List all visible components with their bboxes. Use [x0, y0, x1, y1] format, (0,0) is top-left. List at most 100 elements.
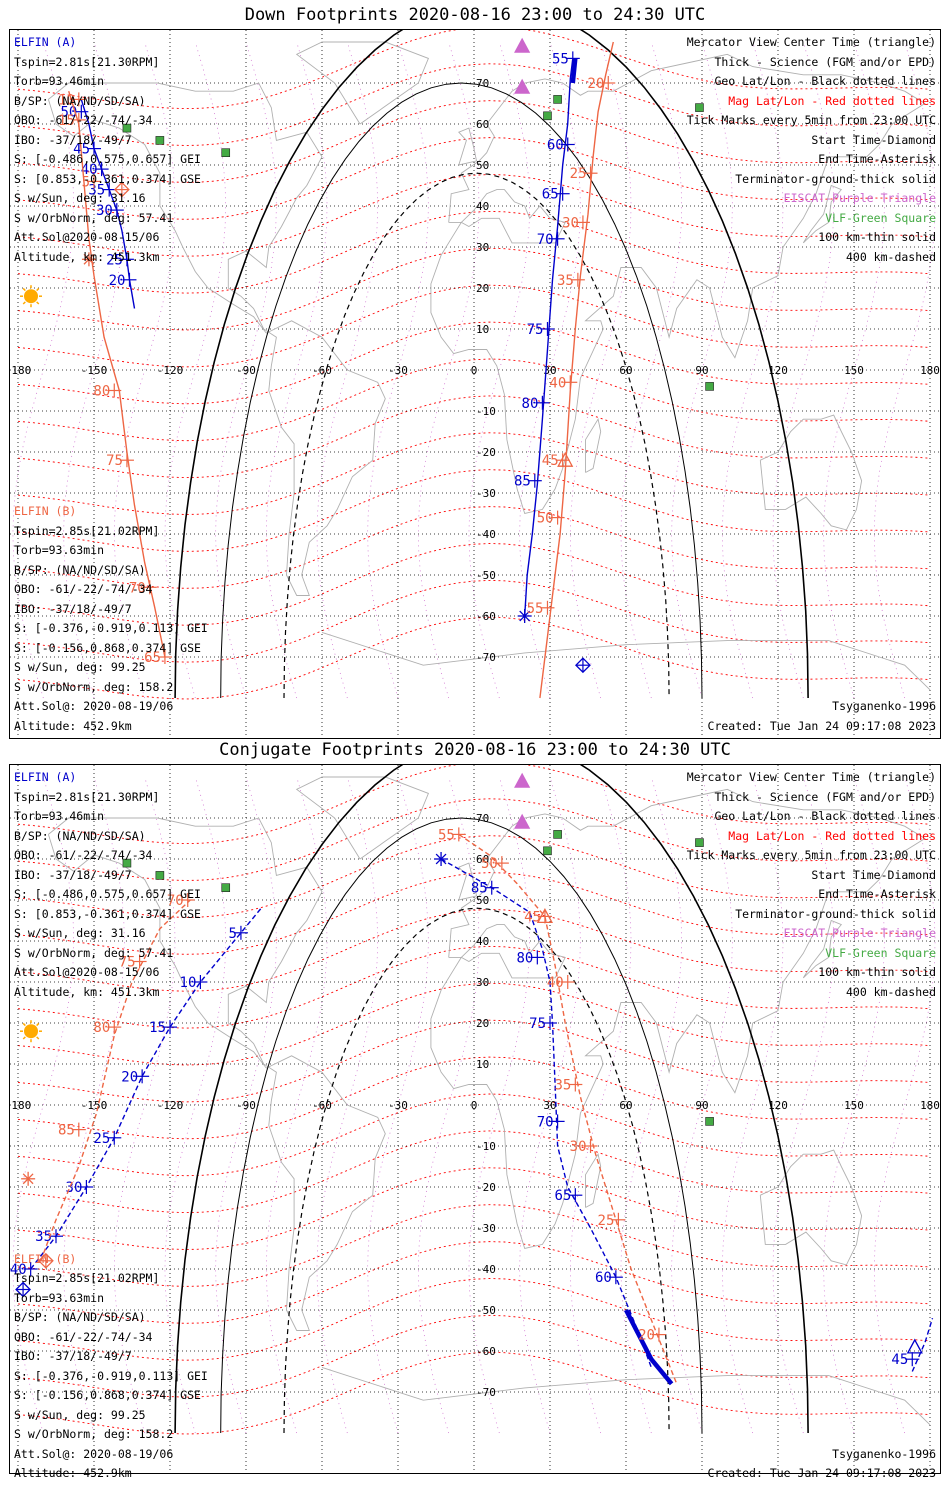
terminator-400km-line	[283, 172, 670, 699]
elfin-b-start-marker-cross	[114, 182, 129, 197]
vlf-marker	[221, 148, 231, 157]
y-tick-label: -10	[476, 1140, 496, 1153]
mag-lat-line	[17, 1130, 931, 1214]
x-tick-label: 60	[619, 1099, 632, 1112]
elfin-b-info-line: IBO: -37/18/-49/7	[14, 1349, 132, 1363]
coastline	[47, 82, 386, 596]
terminator-100km-line	[220, 82, 703, 699]
legend-line: Tick Marks every 5min from 23:00 UTC	[686, 113, 936, 127]
elfin-b-tick-mark	[142, 580, 157, 595]
y-tick-label: 10	[476, 1058, 489, 1071]
elfin-a-tick-mark	[119, 252, 134, 267]
elfin-a-tick-label: 70	[537, 232, 554, 248]
elfin-a-tick-mark	[122, 272, 137, 287]
mag-lat-line	[17, 284, 931, 368]
elfin-a-track	[911, 1317, 934, 1372]
mag-lat-line	[17, 835, 931, 918]
coastline	[759, 414, 863, 531]
y-tick-label: -40	[476, 1263, 496, 1276]
elfin-b-info-line: IBO: -37/18/-49/7	[14, 602, 132, 616]
elfin-a-tick-mark	[905, 1352, 920, 1367]
x-tick-label: 150	[844, 1099, 864, 1112]
chart-title: Down Footprints 2020-08-16 23:00 to 24:3…	[244, 5, 706, 25]
y-tick-label: 40	[476, 935, 489, 948]
x-tick-label: -90	[236, 1099, 256, 1112]
coastline	[458, 862, 478, 901]
coastline	[585, 418, 602, 473]
map-plot: -180 -150 -120 -90 -60 -30 0 30 60 90 120 150 180 70 6…	[10, 765, 940, 1473]
elfin-a-tick-mark	[608, 1270, 623, 1285]
y-tick-label: -60	[476, 610, 496, 623]
elfin-a-tick-label: 25	[93, 1131, 110, 1147]
elfin-b-tick-label: 50	[481, 856, 498, 872]
elfin-b-tick-label: 30	[562, 215, 579, 231]
elfin-b-tick-mark	[71, 1122, 86, 1137]
elfin-a-tick-label: 75	[529, 1016, 546, 1032]
elfin-b-start-marker-cross	[38, 1253, 53, 1268]
elfin-a-track	[524, 58, 574, 617]
elfin-a-info-line: OBO: -61/-22/-74/-34	[14, 113, 153, 127]
x-tick-label: 120	[768, 1099, 788, 1112]
elfin-a-tick-label: 10	[180, 975, 197, 991]
elfin-b-track	[539, 41, 614, 699]
mag-lat-line	[17, 945, 931, 1029]
elfin-a-tick-label: 50	[60, 105, 77, 121]
mag-lat-line	[17, 247, 931, 331]
x-tick-label: 60	[619, 364, 632, 377]
elfin-b-tick-mark	[71, 92, 86, 107]
mag-lat-line	[17, 1278, 931, 1361]
elfin-b-tick-mark	[560, 975, 575, 989]
legend-line: Start Time-Diamond	[811, 868, 936, 882]
elfin-a-tick-label: 35	[88, 183, 105, 199]
elfin-a-tick-label: 20	[121, 1069, 138, 1085]
elfin-a-info-line: S w/Sun, deg: 31.16	[14, 926, 146, 940]
elfin-b-track	[68, 90, 166, 658]
elfin-a-info-line: B/SP: (NA/ND/SD/SA)	[14, 94, 146, 108]
elfin-b-tick-mark	[570, 272, 585, 287]
mag-lat-line	[17, 210, 931, 294]
vlf-marker	[553, 830, 562, 839]
y-tick-label: 20	[476, 282, 489, 295]
elfin-b-tick-label: 70	[167, 893, 184, 909]
elfin-a-tick-mark	[102, 182, 117, 197]
elfin-a-tick-mark	[163, 1020, 177, 1035]
map-frame: -180 -150 -120 -90 -60 -30 0 30 60 90 120 150 180 70 6…	[9, 29, 941, 739]
x-tick-label: 90	[695, 1099, 708, 1112]
x-tick-label: 180	[920, 364, 940, 377]
elfin-b-tick-mark	[180, 893, 195, 907]
elfin-b-info-line: OBO: -61/-22/-74/-34	[14, 1330, 153, 1344]
elfin-a-info-line: Att.Sol@2020-08-15/06	[14, 230, 160, 244]
elfin-b-tick-label: 85	[58, 1123, 75, 1139]
mag-lat-line	[17, 1167, 931, 1250]
elfin-b-tick-label: 35	[557, 273, 574, 289]
elfin-b-tick-label: 40	[549, 375, 566, 391]
y-tick-label: 20	[476, 1017, 489, 1030]
coastline	[295, 41, 429, 125]
elfin-b-tick-mark	[451, 827, 466, 842]
sun-icon	[20, 1020, 42, 1043]
elfin-a-tick-mark	[135, 1069, 150, 1084]
x-tick-label: -60	[312, 364, 332, 377]
coastline	[802, 184, 843, 244]
legend-line: EISCAT-Purple Triangle	[783, 926, 936, 940]
elfin-a-tick-label: 45	[891, 1352, 908, 1368]
x-tick-label: 180	[920, 1099, 940, 1112]
y-tick-label: -70	[476, 1386, 496, 1399]
elfin-b-tick-mark	[601, 76, 616, 90]
elfin-a-tick-label: 80	[522, 396, 539, 412]
vlf-marker	[155, 871, 165, 880]
legend-line: Mercator View Center Time (triangle)	[686, 35, 936, 49]
elfin-b-info-line: S: [-0.376,-0.919,0.113] GEI	[14, 621, 208, 635]
x-tick-label: -180	[10, 1099, 31, 1112]
created-label: Created: Tue Jan 24 09:17:08 2023	[707, 719, 936, 733]
elfin-a-tick-label: 5	[228, 926, 236, 942]
mag-lat-line	[17, 1093, 931, 1177]
elfin-b-info-line: Torb=93.63min	[14, 1291, 105, 1305]
y-tick-label: -50	[476, 1304, 496, 1317]
elfin-b-info-line: S w/Sun, deg: 99.25	[14, 1408, 146, 1422]
coastline	[295, 776, 429, 860]
elfin-a-tick-mark	[568, 1188, 583, 1203]
elfin-b-tick-label: 30	[570, 1139, 587, 1155]
elfin-a-tick-label: 60	[547, 138, 564, 154]
elfin-a-info-line: S w/OrbNorm, deg: 57.41	[14, 946, 174, 960]
